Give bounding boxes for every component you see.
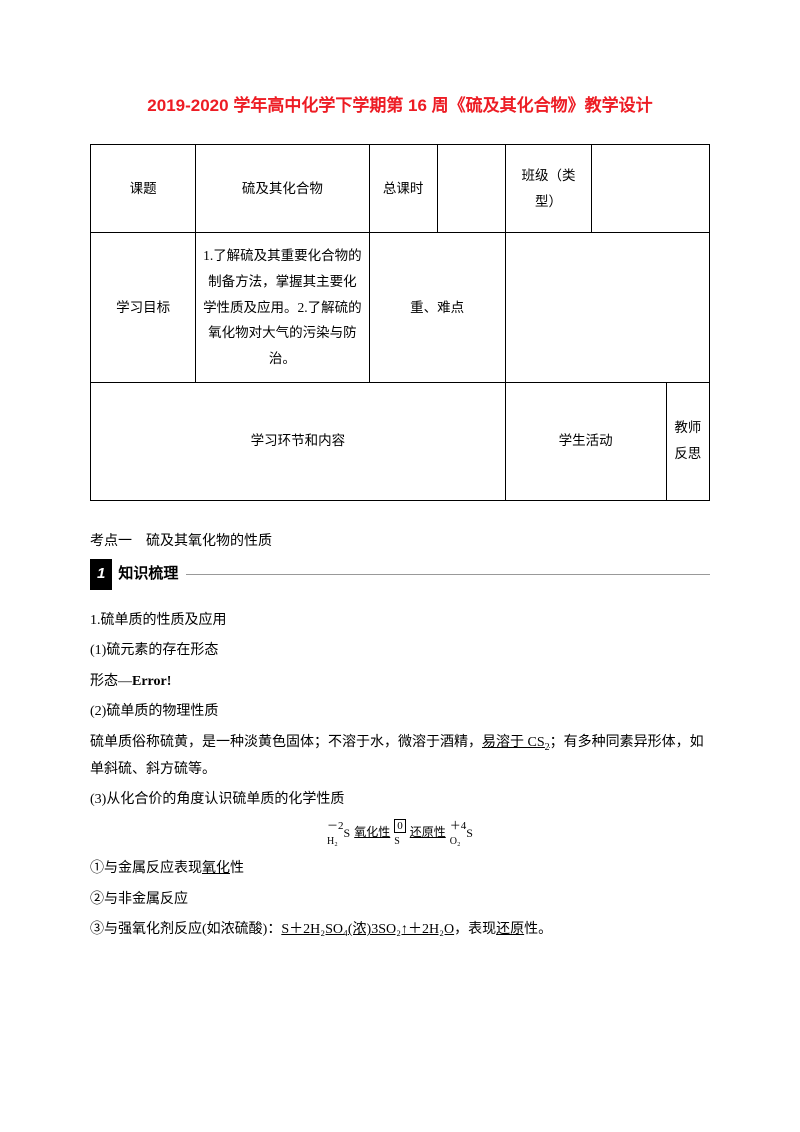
cell-zks-label: 总课时	[369, 145, 437, 233]
text: ，表现	[454, 922, 496, 937]
text: 形态—	[90, 674, 132, 689]
underline-text: 氧化	[202, 861, 230, 876]
arrow-label-1: 氧化性	[353, 825, 391, 839]
box-value: 0	[394, 819, 406, 833]
para-8: ②与非金属反应	[90, 887, 710, 914]
cell-mubiao-label: 学习目标	[91, 233, 196, 382]
cell-fansi: 教师反思	[666, 382, 709, 500]
text: ③与强氧化剂反应(如浓硫酸)：	[90, 922, 281, 937]
text: 学习目标	[116, 300, 170, 315]
cell-mubiao-value: 1.了解硫及其重要化合物的制备方法，掌握其主要化学性质及应用。2.了解硫的氧化物…	[196, 233, 369, 382]
para-9: ③与强氧化剂反应(如浓硫酸)：S＋2H₂SO₄(浓)3SO₂↑＋2H₂O，表现还…	[90, 917, 710, 944]
cell-zhongnan-label: 重、难点	[369, 233, 505, 382]
document-title: 2019-2020 学年高中化学下学期第 16 周《硫及其化合物》教学设计	[90, 90, 710, 122]
para-4: (2)硫单质的物理性质	[90, 699, 710, 726]
section-divider	[186, 574, 710, 575]
section-label: 知识梳理	[118, 560, 178, 589]
cell-banji-value	[592, 145, 710, 233]
text: H₂	[327, 836, 338, 847]
text: ＋4	[450, 820, 467, 832]
text: S	[466, 826, 473, 840]
diagram-mid: 0 S	[394, 818, 406, 848]
underline-text: 还原	[496, 922, 524, 937]
para-7: ①与金属反应表现氧化性	[90, 856, 710, 883]
cell-zhongnan-value	[505, 233, 709, 382]
cell-huodong: 学生活动	[505, 382, 666, 500]
text: O₂	[450, 836, 461, 847]
underline-equation: S＋2H₂SO₄(浓)3SO₂↑＋2H₂O	[281, 922, 454, 937]
section-tag: 1 知识梳理	[90, 559, 710, 590]
kaodian-heading: 考点一 硫及其氧化物的性质	[90, 529, 710, 556]
table-row: 课题 硫及其化合物 总课时 班级（类型）	[91, 145, 710, 233]
para-3: 形态—Error!	[90, 669, 710, 696]
diagram-right: ＋4 O₂	[450, 818, 467, 848]
text: 性	[230, 861, 244, 876]
underline-text: 易溶于 CS2	[482, 735, 550, 750]
para-6: (3)从化合价的角度认识硫单质的化学性质	[90, 787, 710, 814]
lesson-header-table: 课题 硫及其化合物 总课时 班级（类型） 学习目标 1.了解硫及其重要化合物的制…	[90, 144, 710, 500]
text: 性。	[524, 922, 552, 937]
cell-banji-label: 班级（类型）	[505, 145, 592, 233]
cell-keti-value: 硫及其化合物	[196, 145, 369, 233]
section-number: 1	[90, 559, 112, 590]
arrow-label-2: 还原性	[409, 825, 447, 839]
cell-keti-label: 课题	[91, 145, 196, 233]
para-1: 1.硫单质的性质及应用	[90, 608, 710, 635]
text: 硫单质俗称硫黄，是一种淡黄色固体；不溶于水，微溶于酒精，	[90, 735, 482, 750]
text: －2	[327, 820, 344, 832]
cell-zks-value	[437, 145, 505, 233]
text: ①与金属反应表现	[90, 861, 202, 876]
diagram-left: －2 H₂	[327, 818, 344, 848]
valence-diagram: －2 H₂ S 氧化性 0 S 还原性 ＋4 O₂ S	[90, 818, 710, 848]
table-row: 学习环节和内容 学生活动 教师反思	[91, 382, 710, 500]
text: S	[344, 826, 351, 840]
table-row: 学习目标 1.了解硫及其重要化合物的制备方法，掌握其主要化学性质及应用。2.了解…	[91, 233, 710, 382]
text: 易溶于 CS	[482, 735, 545, 750]
error-text: Error!	[132, 674, 171, 689]
text: S	[394, 836, 400, 847]
para-2: (1)硫元素的存在形态	[90, 638, 710, 665]
para-5: 硫单质俗称硫黄，是一种淡黄色固体；不溶于水，微溶于酒精，易溶于 CS2；有多种同…	[90, 730, 710, 783]
cell-huanjie: 学习环节和内容	[91, 382, 506, 500]
